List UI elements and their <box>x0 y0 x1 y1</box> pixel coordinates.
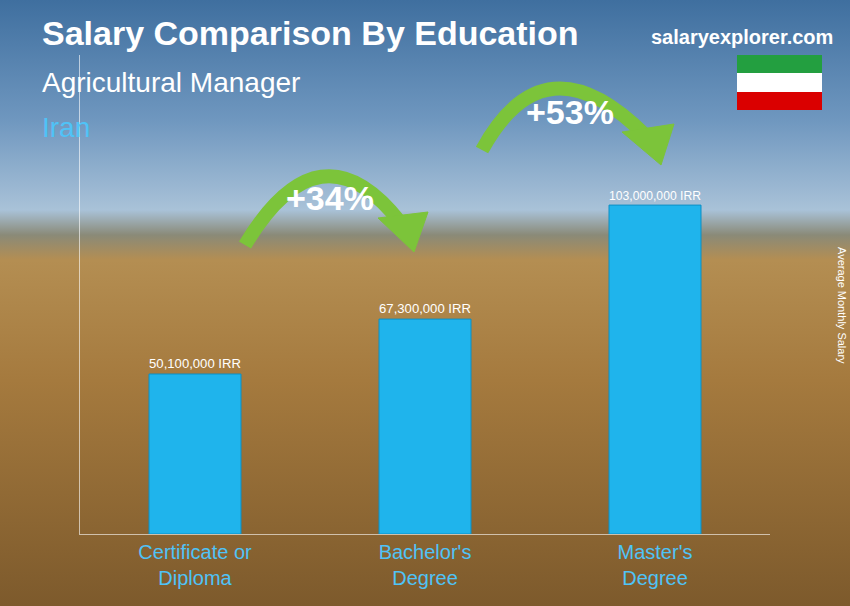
svg-text:103,000,000 IRR: 103,000,000 IRR <box>609 189 701 203</box>
svg-text:+53%: +53% <box>526 93 614 131</box>
svg-text:+34%: +34% <box>286 179 374 217</box>
svg-text:Master'sDegree: Master'sDegree <box>618 541 693 589</box>
svg-text:Salary Comparison By Education: Salary Comparison By Education <box>42 14 579 52</box>
svg-text:Agricultural Manager: Agricultural Manager <box>42 67 300 98</box>
svg-text:67,300,000 IRR: 67,300,000 IRR <box>379 301 471 316</box>
svg-text:Bachelor'sDegree: Bachelor'sDegree <box>379 541 472 589</box>
svg-text:Average Monthly Salary: Average Monthly Salary <box>836 247 848 364</box>
svg-text:salaryexplorer.com: salaryexplorer.com <box>651 26 833 48</box>
svg-text:Certificate orDiploma: Certificate orDiploma <box>138 541 252 589</box>
svg-text:50,100,000 IRR: 50,100,000 IRR <box>149 356 241 371</box>
svg-text:Iran: Iran <box>42 112 90 143</box>
